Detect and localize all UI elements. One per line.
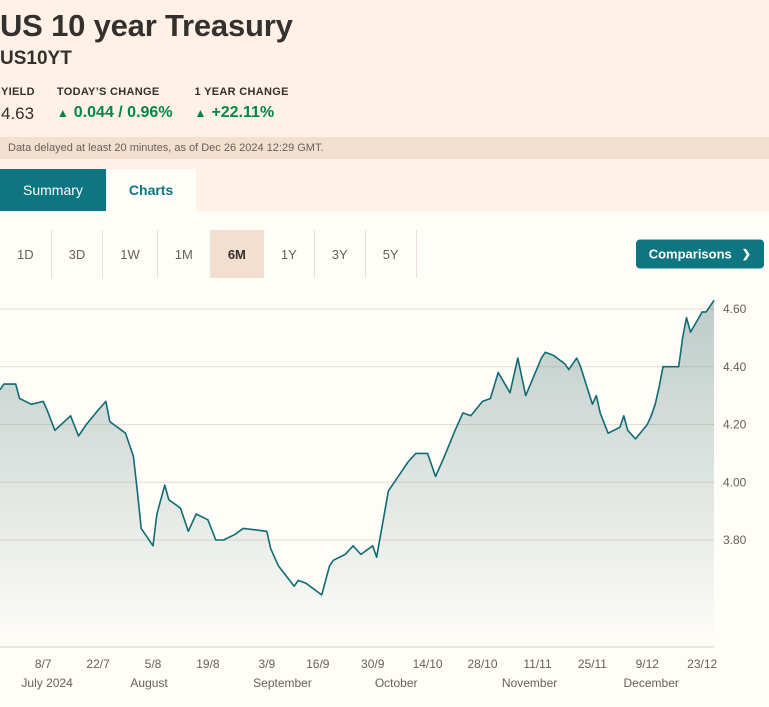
chevron-right-icon: ❯ bbox=[741, 248, 751, 261]
y-axis-label: 3.80 bbox=[723, 533, 747, 547]
x-axis-label: 25/11 bbox=[578, 657, 607, 671]
month-label: July 2024 bbox=[21, 676, 73, 690]
month-label: October bbox=[375, 676, 418, 690]
x-axis-label: 22/7 bbox=[86, 657, 110, 671]
up-arrow-icon: ▲ bbox=[56, 106, 69, 120]
range-3y[interactable]: 3Y bbox=[315, 230, 366, 278]
x-axis-label: 3/9 bbox=[258, 657, 275, 671]
page-title: US 10 year Treasury bbox=[0, 8, 293, 43]
yield-line bbox=[0, 299, 715, 596]
range-5y[interactable]: 5Y bbox=[366, 230, 417, 278]
month-label: November bbox=[502, 676, 557, 690]
range-1d[interactable]: 1D bbox=[0, 230, 52, 278]
tab-summary[interactable]: Summary bbox=[0, 169, 106, 211]
range-3d[interactable]: 3D bbox=[52, 230, 104, 278]
tab-charts[interactable]: Charts bbox=[105, 169, 197, 211]
month-label: December bbox=[624, 676, 679, 690]
range-toolbar: 1D 3D 1W 1M 6M 1Y 3Y 5Y Comparisons ❯ bbox=[0, 230, 769, 278]
stat-label-yield: YIELD bbox=[1, 86, 35, 98]
chart-panel: 1D 3D 1W 1M 6M 1Y 3Y 5Y Comparisons ❯ 4.… bbox=[0, 211, 769, 707]
y-axis-label: 4.40 bbox=[723, 360, 747, 374]
x-axis-label: 8/7 bbox=[35, 657, 52, 671]
ticker-symbol: US10YT bbox=[0, 48, 72, 69]
stat-value-yield: 4.63 bbox=[1, 104, 35, 123]
x-axis-label: 9/12 bbox=[636, 657, 660, 671]
x-axis-label: 16/9 bbox=[306, 657, 330, 671]
stat-value-todays-change: ▲ 0.044 / 0.96% bbox=[57, 104, 173, 122]
stat-one-year-change: 1 YEAR CHANGE ▲ +22.11% bbox=[195, 86, 289, 124]
x-axis-label: 23/12 bbox=[687, 657, 717, 671]
y-axis-label: 4.20 bbox=[723, 418, 747, 432]
stat-label-todays-change: TODAY’S CHANGE bbox=[56, 86, 160, 98]
stat-todays-change: TODAY’S CHANGE ▲ 0.044 / 0.96% bbox=[57, 86, 173, 124]
y-axis-label: 4.00 bbox=[723, 475, 747, 489]
range-1m[interactable]: 1M bbox=[158, 230, 211, 278]
stat-yield: YIELD 4.63 bbox=[1, 86, 35, 124]
one-year-change-text: +22.11% bbox=[211, 104, 275, 121]
x-axis-label: 28/10 bbox=[467, 657, 497, 671]
x-axis-label: 19/8 bbox=[196, 657, 220, 671]
comparisons-button[interactable]: Comparisons ❯ bbox=[635, 239, 764, 269]
data-delay-notice: Data delayed at least 20 minutes, as of … bbox=[0, 137, 769, 159]
range-1w[interactable]: 1W bbox=[103, 230, 158, 278]
quote-stats: YIELD 4.63 TODAY’S CHANGE ▲ 0.044 / 0.96%… bbox=[0, 86, 769, 124]
comparisons-label: Comparisons bbox=[648, 246, 732, 262]
x-axis-label: 30/9 bbox=[361, 657, 385, 671]
chart-area: 4.60 4.40 4.20 4.00 3.80 8/7 22/7 5/8 19/8 3/9 16/… bbox=[0, 278, 769, 707]
range-6m[interactable]: 6M bbox=[210, 230, 264, 278]
tab-bar: Summary Charts bbox=[0, 169, 769, 211]
yield-area bbox=[0, 300, 714, 645]
range-1y[interactable]: 1Y bbox=[264, 230, 315, 278]
stat-label-one-year-change: 1 YEAR CHANGE bbox=[194, 86, 289, 98]
quote-header: US 10 year Treasury US10YT YIELD 4.63 TO… bbox=[0, 0, 769, 211]
month-label: August bbox=[130, 676, 168, 690]
stat-value-one-year-change: ▲ +22.11% bbox=[195, 104, 289, 122]
yield-chart[interactable]: 4.60 4.40 4.20 4.00 3.80 8/7 22/7 5/8 19/8 3/9 16/… bbox=[0, 278, 769, 704]
up-arrow-icon: ▲ bbox=[194, 106, 207, 120]
x-axis-label: 14/10 bbox=[413, 657, 443, 671]
todays-change-text: 0.044 / 0.96% bbox=[73, 104, 173, 121]
month-label: September bbox=[253, 676, 312, 690]
x-axis-label: 5/8 bbox=[145, 657, 162, 671]
x-axis-label: 11/11 bbox=[523, 657, 552, 671]
y-axis-label: 4.60 bbox=[723, 302, 747, 316]
